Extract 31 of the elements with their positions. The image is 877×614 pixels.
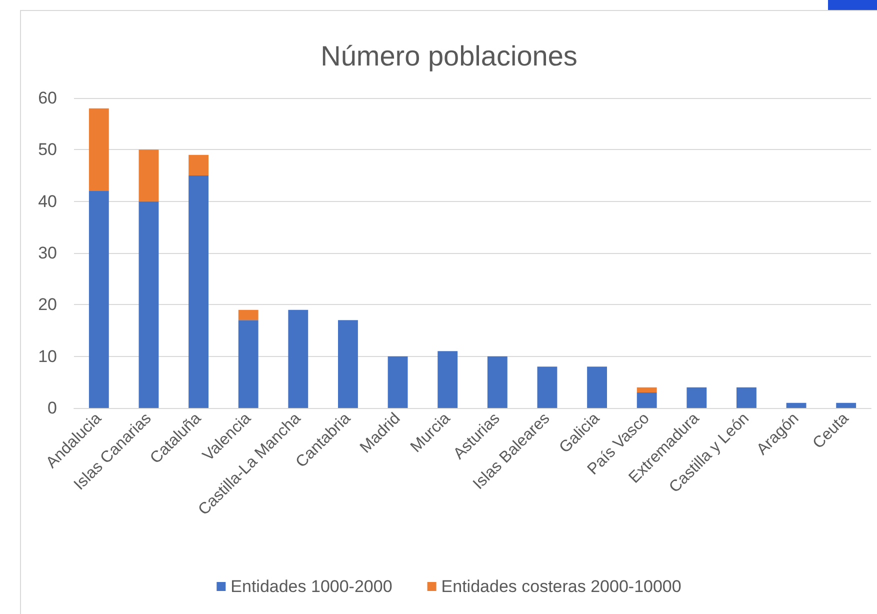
legend-label: Entidades 1000-2000 [230,577,392,596]
y-tick-label: 0 [48,398,57,418]
bar [636,392,657,408]
bar [736,387,756,408]
bar [587,366,607,408]
bar [138,201,159,408]
bar [537,366,558,408]
bar [388,356,408,408]
bar [88,191,109,408]
y-tick-label: 60 [38,88,57,108]
bar [188,154,208,176]
bar [438,351,458,408]
y-tick-label: 50 [38,140,57,160]
bar [138,150,159,202]
y-tick-label: 10 [38,346,57,366]
bar [636,387,657,392]
bar [338,320,358,408]
bar [88,108,109,191]
y-tick-label: 40 [38,192,57,211]
bar [238,310,258,320]
bar [288,310,308,408]
y-tick-label: 30 [38,244,57,262]
bar [487,356,508,408]
bar [836,402,856,408]
bar [238,320,258,408]
chart-title: Número poblaciones [320,40,578,72]
legend-label: Entidades costeras 2000-10000 [441,577,682,596]
bar [686,387,707,408]
bar [786,402,806,408]
y-tick-label: 20 [38,295,57,314]
bar [188,176,208,408]
